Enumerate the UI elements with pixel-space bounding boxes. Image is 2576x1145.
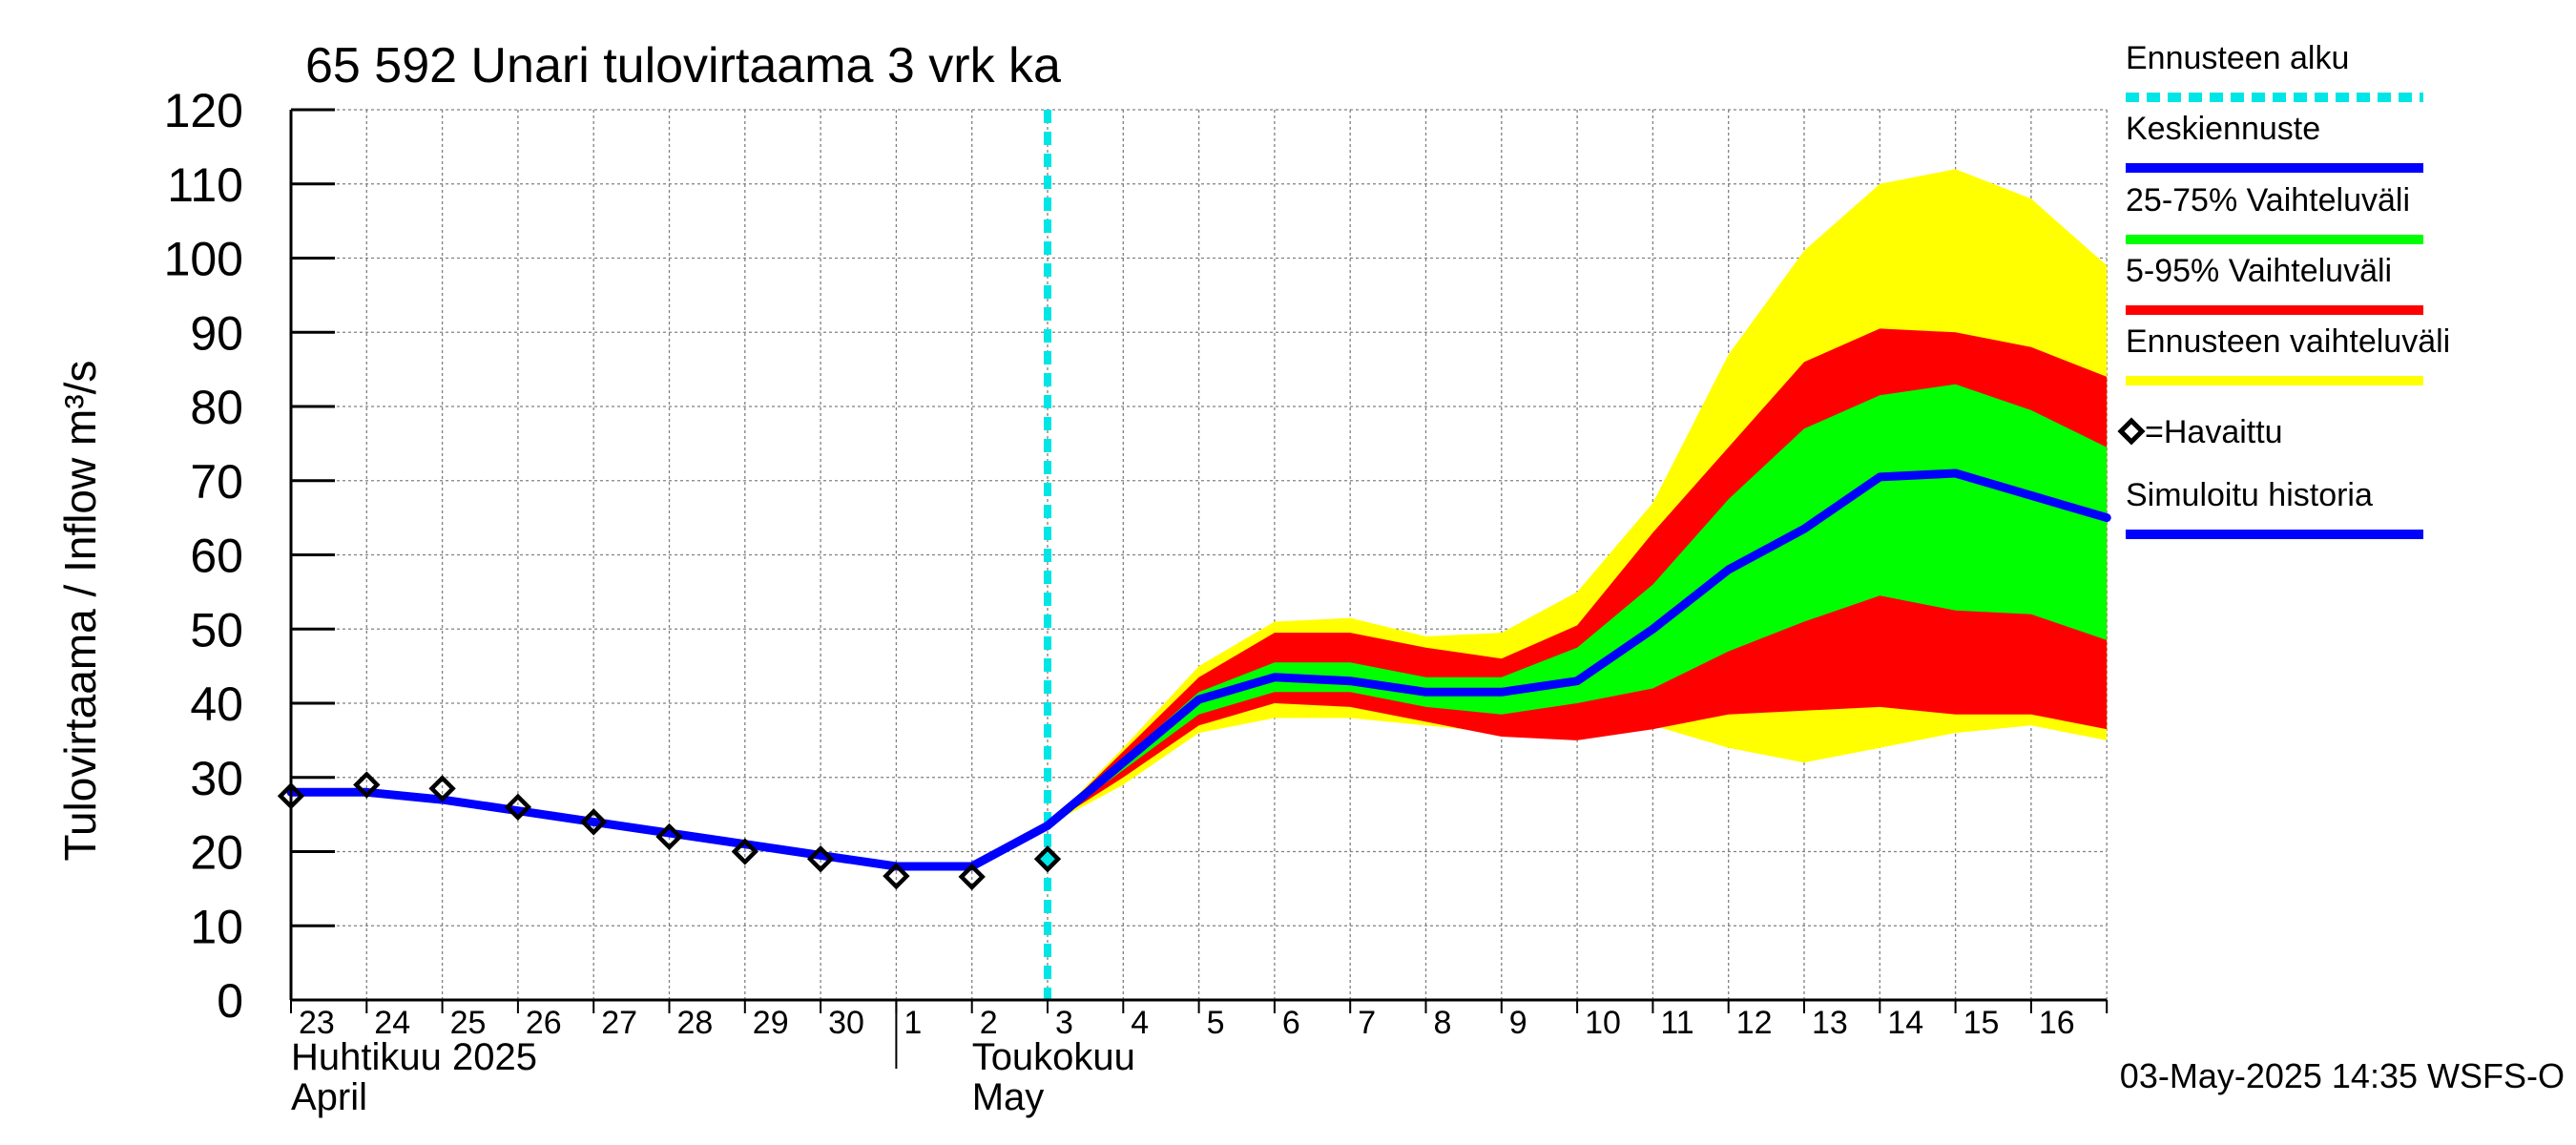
y-tick-label: 20 — [190, 826, 243, 880]
footer-timestamp: 03-May-2025 14:35 WSFS-O — [2120, 1056, 2565, 1095]
legend-label: =Havaittu — [2145, 414, 2283, 450]
legend-label: 25-75% Vaihteluväli — [2126, 182, 2410, 219]
x-tick-label: 11 — [1660, 1005, 1693, 1041]
x-tick-label: 3 — [1055, 1005, 1073, 1041]
band-25-75-vaihteluv-li — [1048, 384, 2108, 826]
legend-label: Ennusteen vaihteluväli — [2126, 323, 2450, 360]
month-label-en: April — [291, 1076, 367, 1118]
x-tick-label: 30 — [828, 1005, 864, 1041]
x-tick-label: 8 — [1434, 1005, 1452, 1041]
legend-item-5-95-vaihteluv-li: 5-95% Vaihteluväli — [2126, 253, 2423, 315]
legend-item-ennusteen-alku: Ennusteen alku — [2126, 40, 2423, 102]
x-tick-label: 25 — [450, 1005, 487, 1041]
x-tick-label: 28 — [677, 1005, 714, 1041]
y-tick-label: 10 — [190, 900, 243, 953]
x-tick-label: 5 — [1207, 1005, 1225, 1041]
legend-item-havaittu: =Havaittu — [2117, 414, 2283, 450]
observed-marker — [655, 822, 683, 851]
x-tick-label: 4 — [1131, 1005, 1149, 1041]
legend-item-keskiennuste: Keskiennuste — [2126, 111, 2423, 173]
observed-marker — [580, 808, 608, 836]
x-tick-label: 1 — [904, 1005, 922, 1041]
legend-item-ennusteen-vaihteluv-li: Ennusteen vaihteluväli — [2126, 323, 2450, 385]
legend-label: Simuloitu historia — [2126, 477, 2373, 513]
x-tick-label: 23 — [299, 1005, 335, 1041]
y-tick-label: 120 — [164, 84, 243, 137]
x-tick-label: 13 — [1812, 1005, 1848, 1041]
y-tick-label: 90 — [190, 306, 243, 360]
y-tick-label: 30 — [190, 752, 243, 805]
y-tick-label: 100 — [164, 233, 243, 286]
series-line-simuloitu-historia — [286, 787, 1052, 871]
observed-marker — [428, 775, 456, 802]
month-label-fi: Huhtikuu 2025 — [291, 1036, 537, 1078]
month-label-fi: Toukokuu — [972, 1036, 1135, 1078]
observed-marker — [958, 863, 986, 891]
x-tick-label: 24 — [374, 1005, 410, 1041]
observed-marker — [883, 862, 910, 890]
legend-marker-icon — [2117, 417, 2146, 446]
y-tick-label: 0 — [217, 974, 243, 1028]
x-tick-label: 14 — [1887, 1005, 1923, 1041]
y-tick-label: 70 — [190, 455, 243, 509]
x-tick-label: 7 — [1358, 1005, 1376, 1041]
x-tick-label: 12 — [1736, 1005, 1773, 1041]
x-tick-label: 2 — [980, 1005, 998, 1041]
x-tick-label: 16 — [2039, 1005, 2075, 1041]
x-tick-label: 15 — [1963, 1005, 2000, 1041]
x-tick-label: 6 — [1282, 1005, 1300, 1041]
x-tick-label: 29 — [753, 1005, 789, 1041]
legend: Ennusteen alku Keskiennuste 25-75% Vaihtel… — [2117, 40, 2450, 539]
legend-label: Keskiennuste — [2126, 111, 2320, 147]
y-tick-label: 50 — [190, 603, 243, 656]
x-tick-label: 27 — [601, 1005, 637, 1041]
legend-label: 5-95% Vaihteluväli — [2126, 253, 2392, 289]
observed-marker — [504, 793, 532, 822]
observed-marker — [353, 771, 381, 799]
y-tick-label: 110 — [167, 158, 243, 212]
series-line-keskiennuste — [1043, 468, 2111, 830]
x-tick-label: 10 — [1585, 1005, 1621, 1041]
legend-item-simuloitu-historia: Simuloitu historia — [2126, 477, 2423, 539]
observed-marker — [731, 838, 758, 865]
x-tick-label: 9 — [1509, 1005, 1527, 1041]
y-axis-label: Tulovirtaama / Inflow m³/s — [55, 361, 105, 862]
observed-marker — [1033, 845, 1062, 873]
chart-title: 65 592 Unari tulovirtaama 3 vrk ka — [305, 38, 1061, 94]
month-label-en: May — [972, 1076, 1045, 1118]
x-tick-label: 26 — [526, 1005, 562, 1041]
y-tick-label: 80 — [190, 381, 243, 434]
y-tick-label: 40 — [190, 677, 243, 731]
legend-label: Ennusteen alku — [2126, 40, 2349, 76]
observed-marker — [806, 845, 835, 873]
legend-item-25-75-vaihteluv-li: 25-75% Vaihteluväli — [2126, 182, 2423, 244]
y-tick-label: 60 — [190, 530, 243, 583]
